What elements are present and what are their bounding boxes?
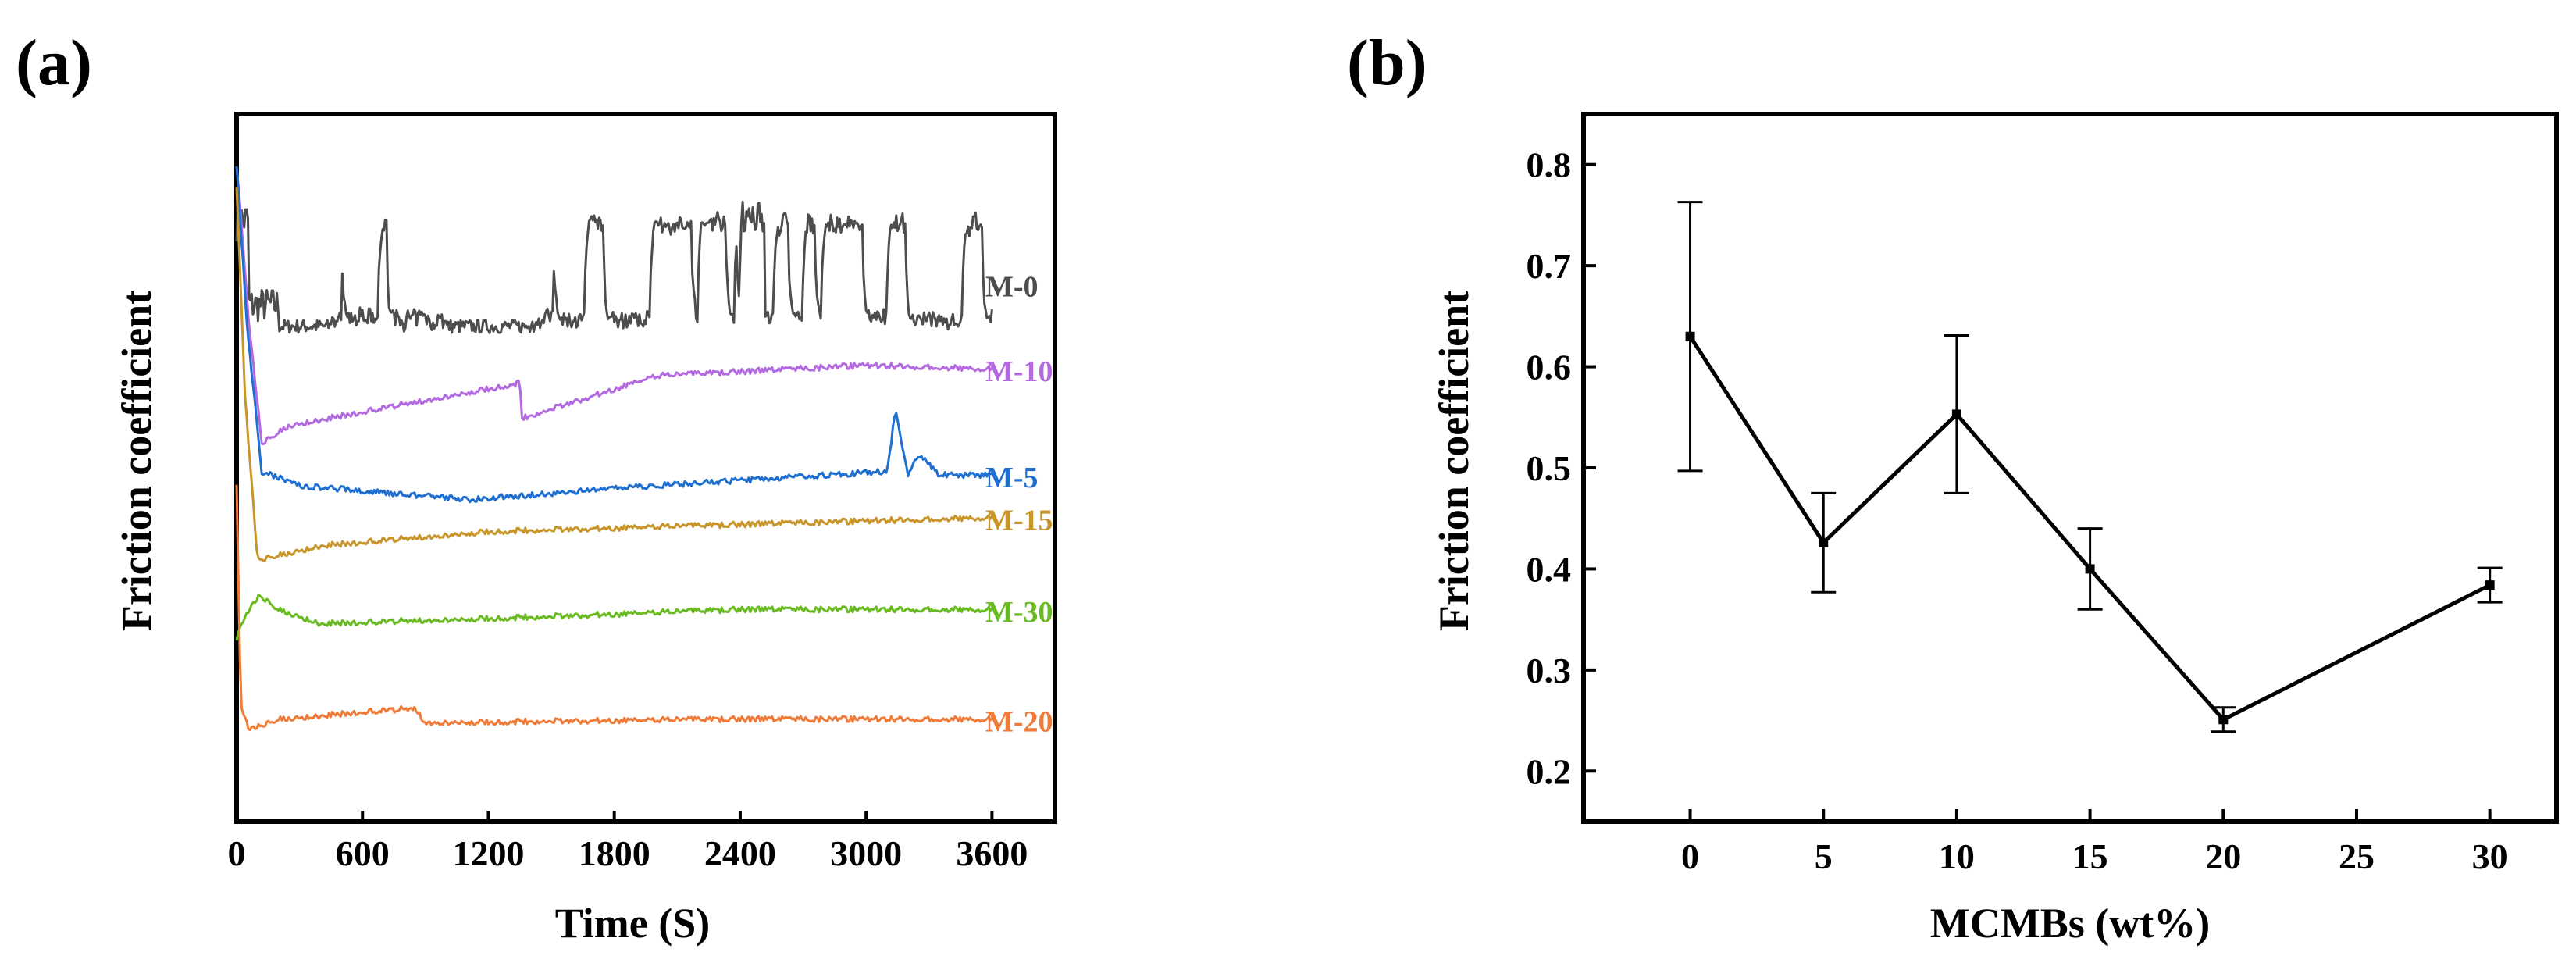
data-point — [2218, 715, 2229, 725]
data-point — [1819, 537, 1829, 547]
panel-b-x-tick-label: 20 — [2205, 836, 2241, 876]
panel-b-y-tick-label: 0.5 — [1527, 448, 1572, 488]
panel-b-y-tick-label: 0.2 — [1527, 751, 1572, 791]
legend-label-m-10: M-10 — [985, 355, 1053, 388]
panel-b-x-tick-label: 5 — [1815, 836, 1833, 876]
panel-b-series-line — [1688, 335, 2491, 722]
panel-a-x-tick-label: 0 — [228, 833, 246, 873]
panel-b-y-tick-label: 0.4 — [1527, 549, 1572, 589]
panel-b-x-tick-label: 0 — [1681, 836, 1699, 876]
series-line-m-15 — [235, 187, 993, 562]
data-point — [1685, 331, 1695, 341]
series-line-m-10 — [235, 166, 993, 446]
series-line-m-20 — [235, 484, 993, 732]
panel-b-x-tick-label: 15 — [2072, 836, 2108, 876]
legend-label-m-5: M-5 — [985, 462, 1039, 494]
panel-b-x-tick-label: 10 — [1939, 836, 1975, 876]
panel-b-plot-frame — [1581, 112, 2559, 824]
panel-a-x-tick-label: 3000 — [830, 833, 902, 873]
panel-b-label: (b) — [1347, 27, 1427, 99]
panel-a-x-tick-label: 3600 — [956, 833, 1028, 873]
data-point — [2085, 564, 2095, 574]
panel-b-y-tick-label: 0.8 — [1527, 145, 1572, 185]
panel-b-y-tick-label: 0.7 — [1527, 246, 1572, 286]
data-point — [2485, 580, 2495, 590]
panel-a-x-tick-label: 2400 — [704, 833, 776, 873]
legend-label-m-30: M-30 — [985, 596, 1053, 629]
panel-b-x-axis-title: MCMBs (wt%) — [1930, 900, 2210, 947]
panel-b-y-tick-label: 0.3 — [1527, 651, 1572, 690]
series-line-m-30 — [235, 594, 993, 641]
panel-a-label: (a) — [16, 27, 92, 99]
panel-a-x-tick-label: 1800 — [579, 833, 650, 873]
series-line-m-5 — [235, 166, 992, 504]
data-point — [1951, 409, 1961, 419]
panel-b-y-tick-label: 0.6 — [1527, 348, 1572, 387]
panel-b-y-axis-title: Friction coefficient — [1431, 291, 1477, 631]
panel-a-y-axis-title: Friction coefficient — [113, 291, 160, 631]
panel-b-x-tick-label: 30 — [2472, 836, 2508, 876]
legend-label-m-20: M-20 — [985, 706, 1053, 739]
series-line-m-0 — [235, 200, 993, 334]
legend-label-m-0: M-0 — [985, 270, 1039, 303]
panel-a-x-tick-label: 600 — [336, 833, 390, 873]
panel-a-plot-frame — [234, 112, 1057, 824]
legend-label-m-15: M-15 — [985, 504, 1053, 537]
panel-a-x-axis-title: Time (S) — [555, 900, 711, 947]
panel-a-x-tick-label: 1200 — [452, 833, 524, 873]
panel-b-x-tick-label: 25 — [2339, 836, 2375, 876]
